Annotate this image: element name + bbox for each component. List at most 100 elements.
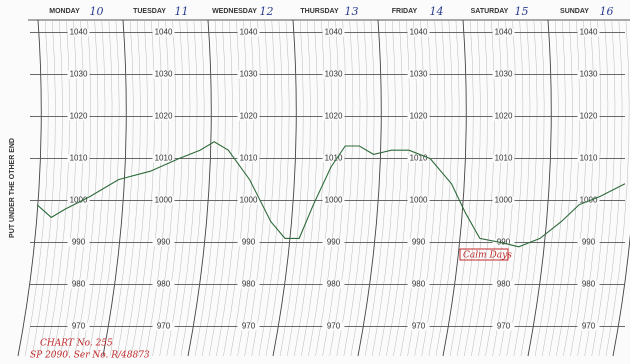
time-line (513, 19, 538, 357)
y-tick-label: 1010 (70, 154, 88, 163)
y-tick-label: 990 (582, 238, 596, 247)
label-bg (67, 196, 90, 205)
time-line (31, 19, 56, 357)
time-line (492, 19, 517, 357)
y-tick-label: 1020 (495, 112, 513, 121)
y-tick-label: 980 (582, 280, 596, 289)
time-line (506, 19, 531, 357)
time-line (24, 19, 49, 357)
label-bg (492, 238, 515, 247)
time-line (612, 233, 630, 357)
time-line (286, 19, 311, 357)
y-tick-label: 1030 (325, 70, 343, 79)
y-tick-label: 1040 (495, 28, 513, 37)
label-bg (322, 322, 345, 331)
day-label: TUESDAY (133, 8, 166, 15)
side-label: PUT UNDER THE OTHER END (9, 138, 16, 238)
label-bg (322, 154, 345, 163)
label-bg (67, 322, 90, 331)
label-bg (152, 28, 175, 37)
time-line (187, 19, 212, 357)
y-tick-label: 1000 (495, 196, 513, 205)
time-line (584, 19, 609, 357)
time-line (258, 19, 283, 357)
time-line (308, 19, 332, 357)
time-line (67, 19, 92, 357)
date-label: 11 (175, 5, 189, 18)
label-bg (152, 112, 175, 121)
time-line (315, 19, 339, 357)
time-line (556, 19, 580, 357)
y-tick-label: 1010 (240, 154, 258, 163)
time-line (294, 19, 318, 357)
time-line (527, 19, 552, 357)
time-line (435, 19, 460, 357)
time-line (605, 19, 630, 357)
y-tick-label: 1000 (240, 196, 258, 205)
label-bg (67, 28, 90, 37)
time-line (88, 19, 113, 357)
time-line (60, 19, 84, 357)
date-label: 14 (430, 5, 444, 18)
label-bg (237, 196, 260, 205)
time-line (244, 19, 269, 357)
time-line (201, 19, 226, 357)
time-line (145, 19, 169, 357)
label-bg (577, 70, 600, 79)
label-bg (492, 154, 515, 163)
note-box (459, 248, 509, 261)
label-bg (322, 238, 345, 247)
time-line (357, 19, 382, 357)
time-line (541, 19, 566, 357)
y-tick-label: 970 (72, 322, 86, 331)
time-line (46, 19, 70, 357)
y-tick-label: 1040 (410, 28, 428, 37)
time-line (322, 19, 347, 357)
y-tick-label: 1030 (410, 70, 428, 79)
label-bg (322, 28, 345, 37)
time-line (209, 19, 233, 357)
label-bg (407, 70, 430, 79)
y-tick-label: 1020 (410, 112, 428, 121)
date-label: 16 (600, 5, 614, 18)
label-bg (152, 70, 175, 79)
label-bg (67, 238, 90, 247)
time-line (471, 19, 495, 357)
y-tick-label: 1030 (240, 70, 258, 79)
time-line (549, 19, 573, 357)
note: Calm Days (463, 251, 512, 261)
label-bg (322, 70, 345, 79)
time-line (194, 19, 219, 357)
time-line (109, 19, 134, 357)
time-line (379, 19, 403, 357)
y-tick-label: 1020 (240, 112, 258, 121)
time-line (485, 19, 509, 357)
time-line (116, 19, 141, 357)
time-line (124, 19, 148, 357)
y-tick-label: 1040 (580, 28, 598, 37)
time-line (407, 19, 432, 357)
date-label: 12 (260, 5, 274, 18)
time-line (131, 19, 155, 357)
label-bg (237, 154, 260, 163)
y-tick-label: 990 (412, 238, 426, 247)
label-bg (492, 70, 515, 79)
time-line (499, 19, 524, 357)
label-bg (407, 238, 430, 247)
date-label: 15 (515, 5, 529, 18)
time-line (414, 19, 439, 357)
time-line (598, 19, 623, 357)
time-line (520, 19, 545, 357)
time-line (81, 19, 106, 357)
time-line (272, 19, 297, 357)
day-label: MONDAY (49, 8, 80, 15)
day-label: SUNDAY (560, 8, 589, 15)
y-tick-label: 980 (242, 280, 256, 289)
y-tick-label: 990 (497, 238, 511, 247)
label-bg (237, 28, 260, 37)
label-bg (492, 280, 515, 289)
note: SP 2090. Ser No. R/48873 (30, 351, 150, 361)
y-tick-label: 1000 (325, 196, 343, 205)
y-tick-label: 970 (412, 322, 426, 331)
